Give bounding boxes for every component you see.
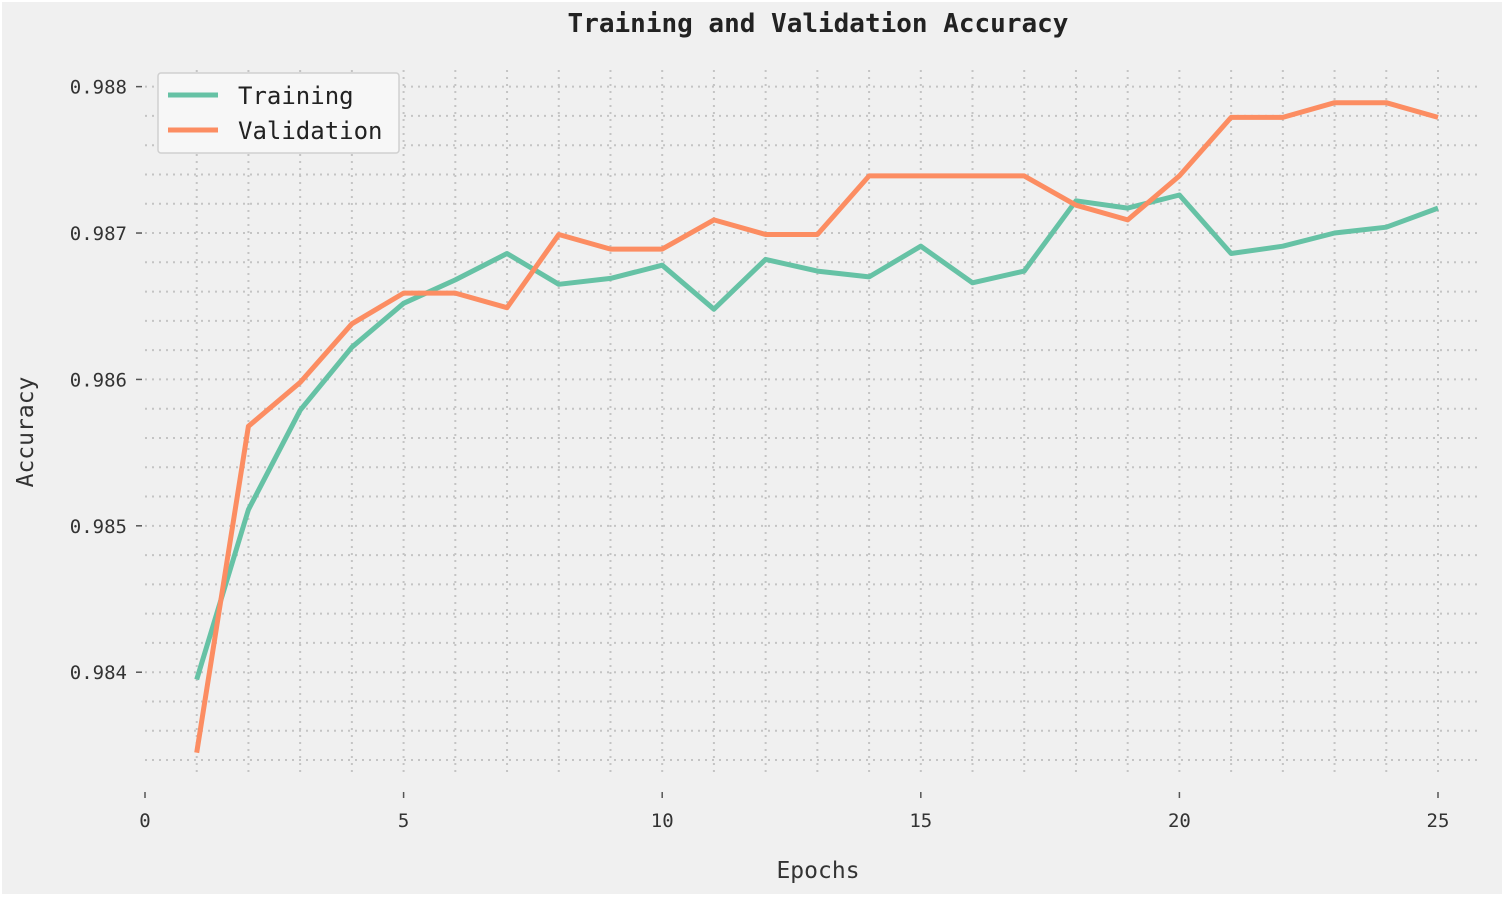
x-tick-label: 5: [398, 810, 409, 832]
legend-box: [157, 72, 400, 154]
x-tick-label: 25: [1427, 810, 1450, 832]
y-axis-label: Accuracy: [13, 377, 39, 488]
series-line-validation: [194, 100, 1439, 754]
legend: Training Validation: [157, 72, 400, 154]
y-tick-label: 0.988: [70, 77, 127, 99]
y-tick-label: 0.985: [70, 516, 127, 538]
axes: 0 5 10 15 20 25 0.984 0.985 0.986 0.987 0.988: [70, 77, 1450, 832]
x-axis-label: Epochs: [776, 858, 859, 884]
legend-label-training: Training: [238, 82, 354, 110]
x-tick-label: 15: [909, 810, 932, 832]
x-tick-label: 20: [1168, 810, 1191, 832]
series-line-training: [194, 192, 1439, 681]
y-tick-label: 0.984: [70, 662, 127, 684]
chart-title: Training and Validation Accuracy: [568, 9, 1069, 39]
grid: [145, 70, 1482, 772]
x-tick-label: 10: [651, 810, 674, 832]
y-tick-label: 0.986: [70, 369, 127, 391]
x-tick-label: 0: [139, 810, 150, 832]
series-lines: [194, 100, 1439, 754]
y-tick-label: 0.987: [70, 223, 127, 245]
legend-label-validation: Validation: [238, 117, 383, 145]
